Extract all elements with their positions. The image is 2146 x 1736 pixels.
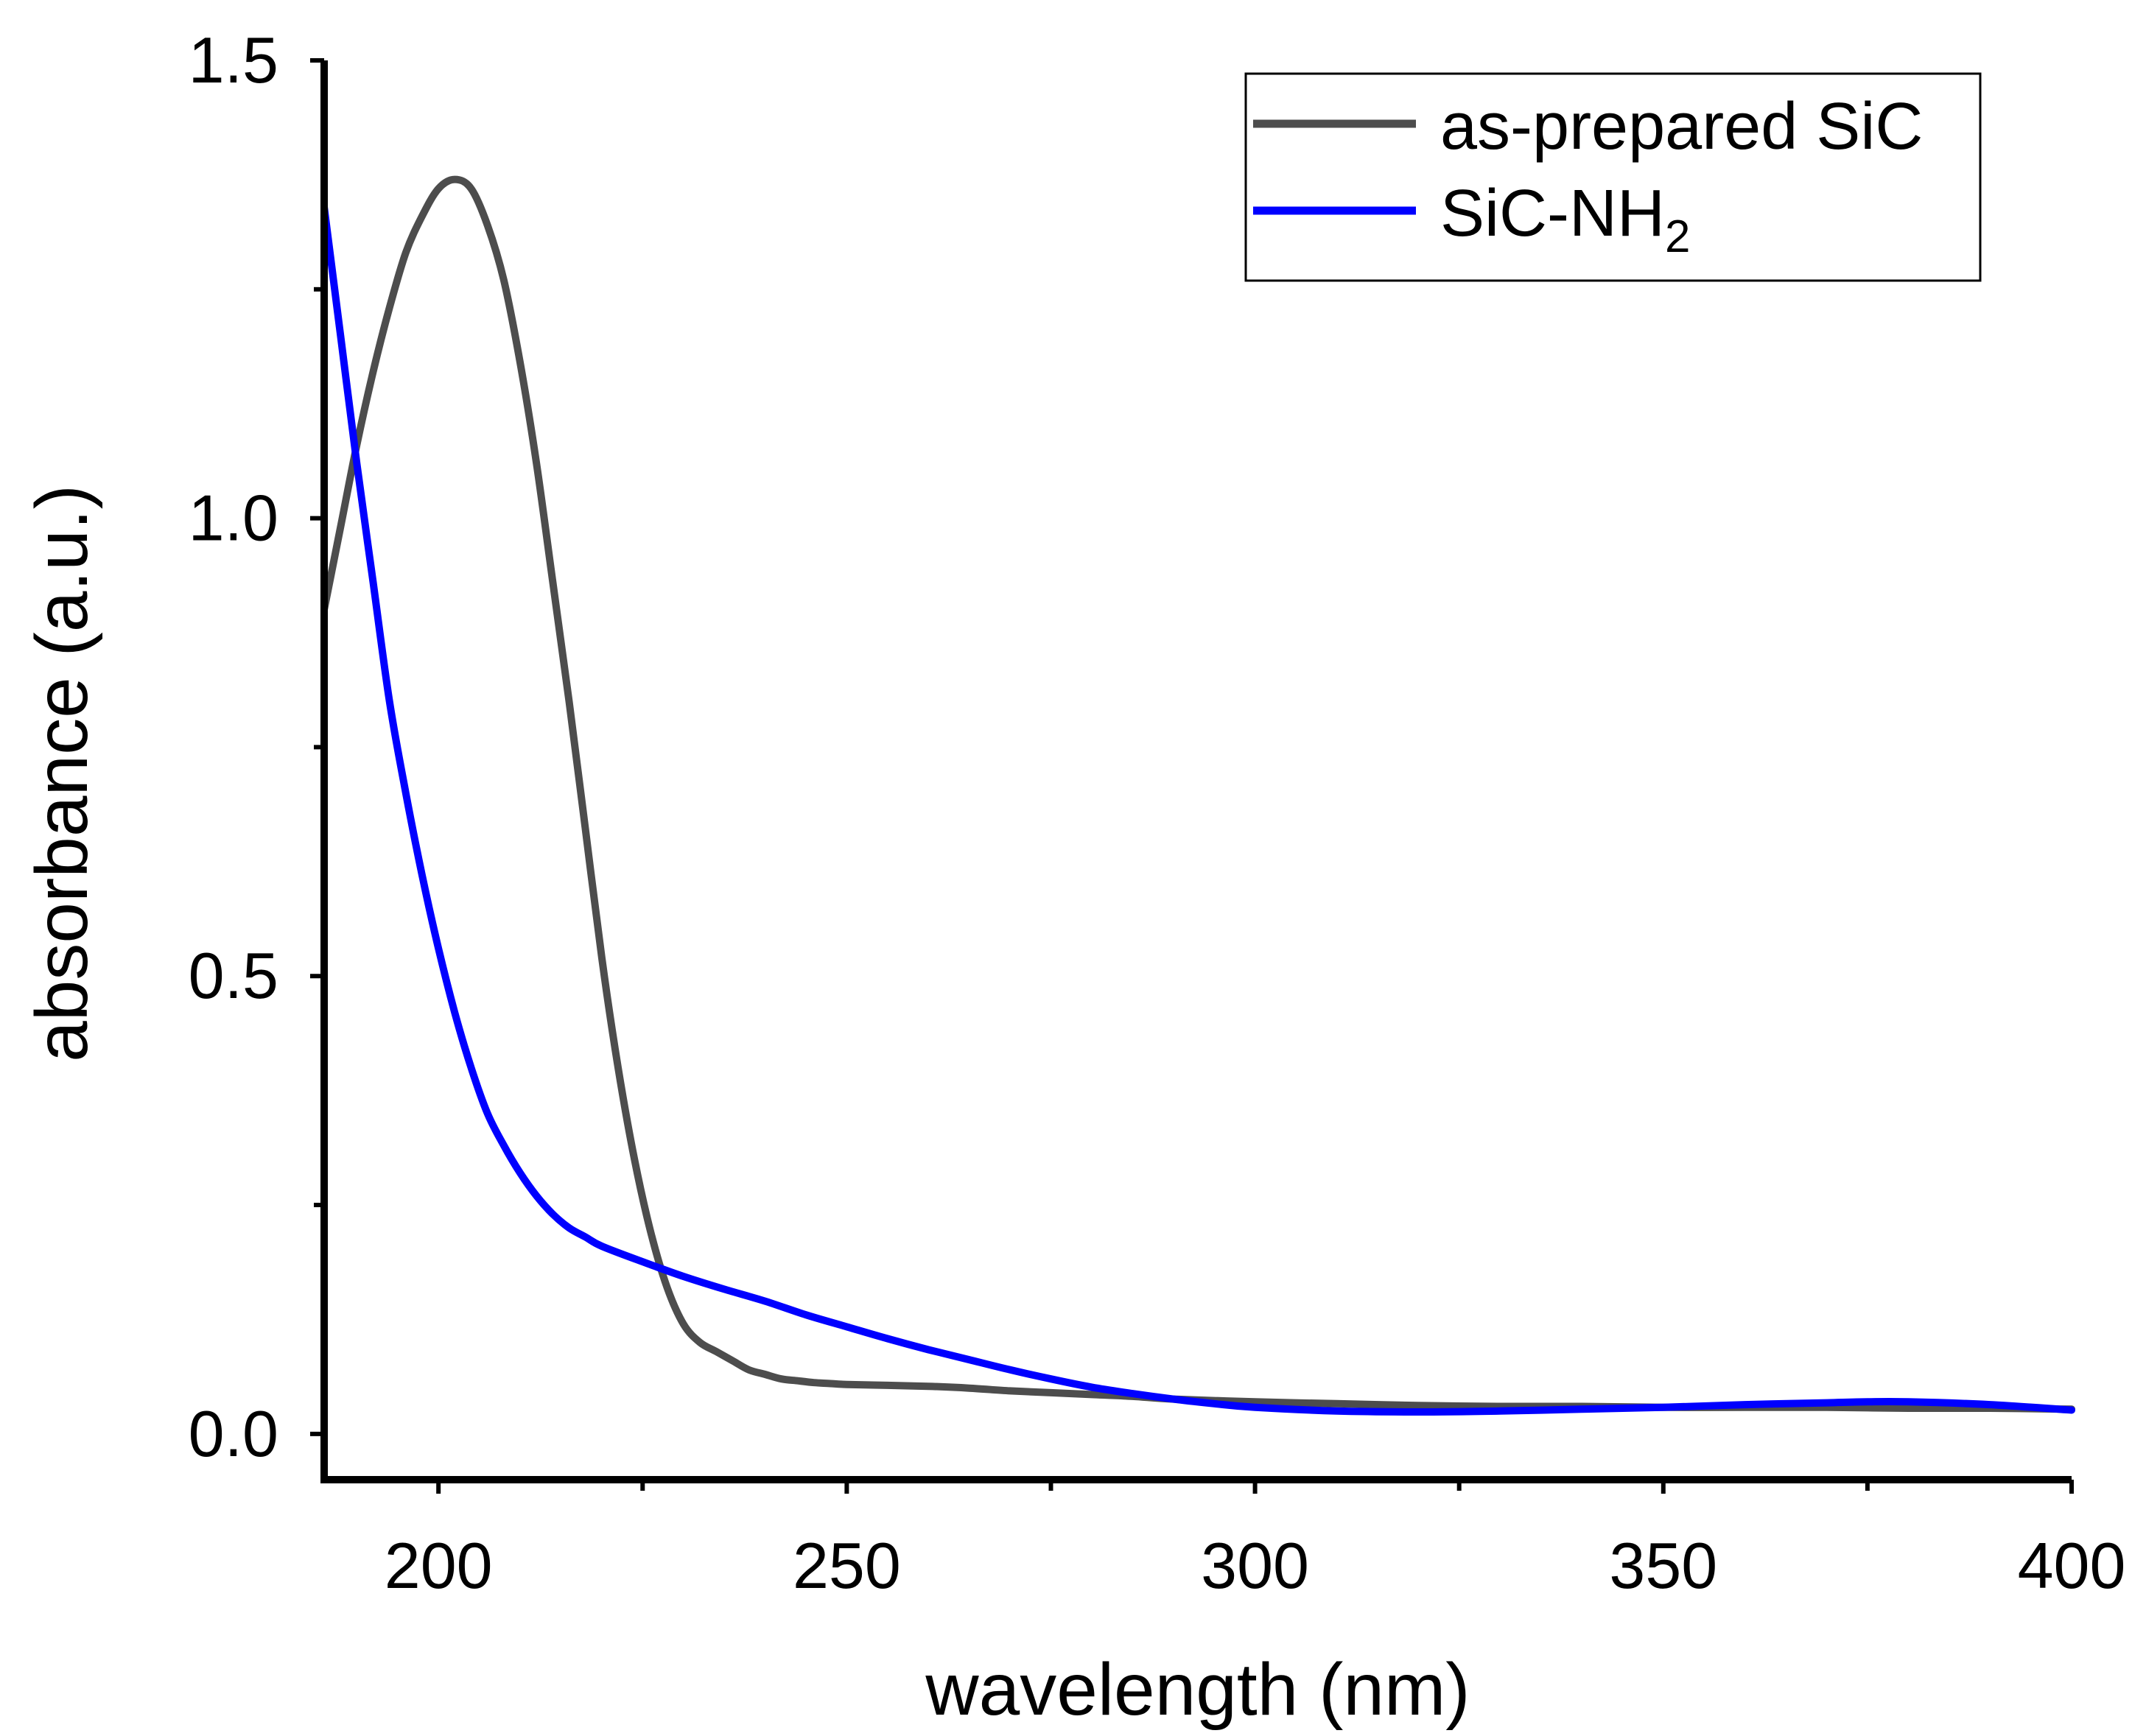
tick-layer: 200 250 300 350 400 0.0 0.5 1.0 1.5: [189, 24, 2126, 1602]
legend-label-as-prepared-sic: as-prepared SiC: [1440, 90, 1923, 164]
legend-label-sic-nh2-main: SiC-NH: [1440, 177, 1665, 250]
x-tick-label: 300: [1201, 1529, 1309, 1602]
x-tick-label: 200: [385, 1529, 493, 1602]
y-tick-label: 1.5: [189, 24, 278, 96]
x-tick-label: 350: [1609, 1529, 1717, 1602]
series-line-as-prepared-sic: [320, 175, 2075, 1413]
legend-box: [1244, 72, 1982, 282]
legend-label-sic-nh2-subscript: 2: [1665, 211, 1690, 262]
y-tick-label: 0.0: [189, 1397, 278, 1470]
legend-label-sic-nh2: SiC-NH2: [1440, 177, 1690, 262]
y-axis-title: absorbance (a.u.): [21, 485, 103, 1062]
x-axis-title: wavelength (nm): [925, 1648, 1470, 1731]
x-tick-label: 400: [2018, 1529, 2126, 1602]
y-tick-label: 1.0: [189, 482, 278, 555]
series-line-sic-nh2: [320, 203, 2075, 1416]
x-tick-label: 250: [793, 1529, 901, 1602]
series-layer: [320, 175, 2075, 1416]
y-tick-label: 0.5: [189, 939, 278, 1012]
legend: as-prepared SiC SiC-NH2: [1244, 72, 1982, 282]
